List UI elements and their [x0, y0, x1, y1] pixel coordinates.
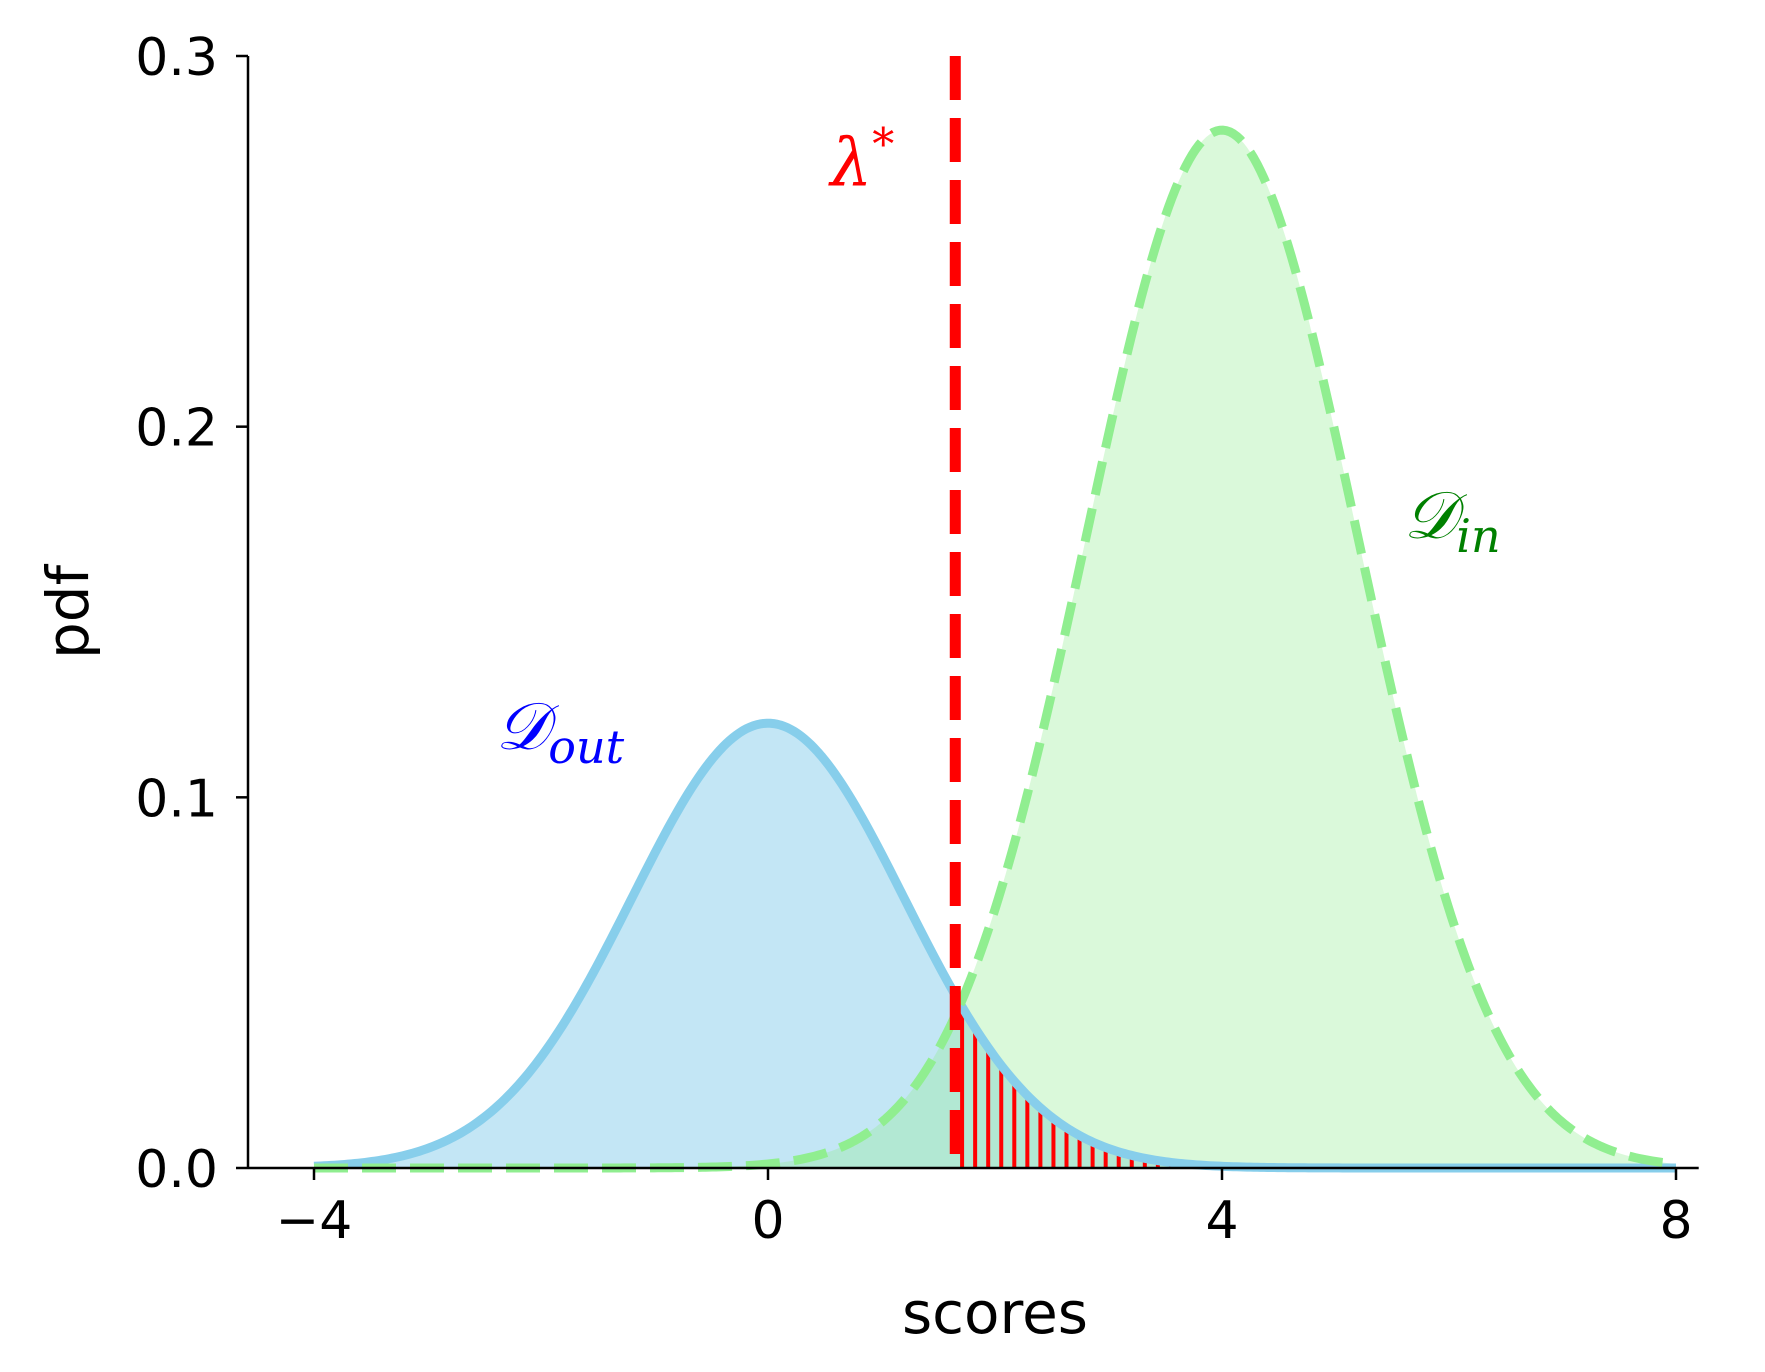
y-axis-label: pdf	[34, 563, 102, 659]
x-tick-label-3: 8	[1659, 1191, 1692, 1251]
lambda-star-label: λ*	[827, 120, 894, 202]
series-line-1	[312, 125, 1678, 1173]
d-out-label: 𝒟out	[496, 688, 625, 774]
x-tick-label-2: 4	[1205, 1191, 1238, 1251]
y-tick-label-3: 0.3	[135, 28, 218, 88]
annotations: λ* 𝒟out 𝒟in	[496, 120, 1501, 774]
series-fill-1	[314, 130, 1676, 1168]
distribution-fills	[314, 130, 1676, 1168]
x-axis-label: scores	[902, 1279, 1088, 1347]
annotation-main-text: λ	[827, 125, 872, 202]
d-in-label: 𝒟in	[1404, 477, 1501, 563]
axes: 0.0 0.1 0.2 0.3 −4 0 4 8 scores pdf	[34, 28, 1699, 1347]
annotation-subscript: out	[548, 720, 624, 774]
x-tick-label-1: 0	[751, 1191, 784, 1251]
y-tick-label-0: 0.0	[135, 1140, 218, 1200]
annotation-superscript: *	[872, 120, 894, 171]
y-tick-label-1: 0.1	[135, 769, 218, 829]
series-fill-0	[314, 723, 1676, 1168]
annotation-subscript: in	[1456, 509, 1500, 563]
y-tick-label-2: 0.2	[135, 399, 218, 459]
x-tick-label-0: −4	[276, 1191, 353, 1251]
